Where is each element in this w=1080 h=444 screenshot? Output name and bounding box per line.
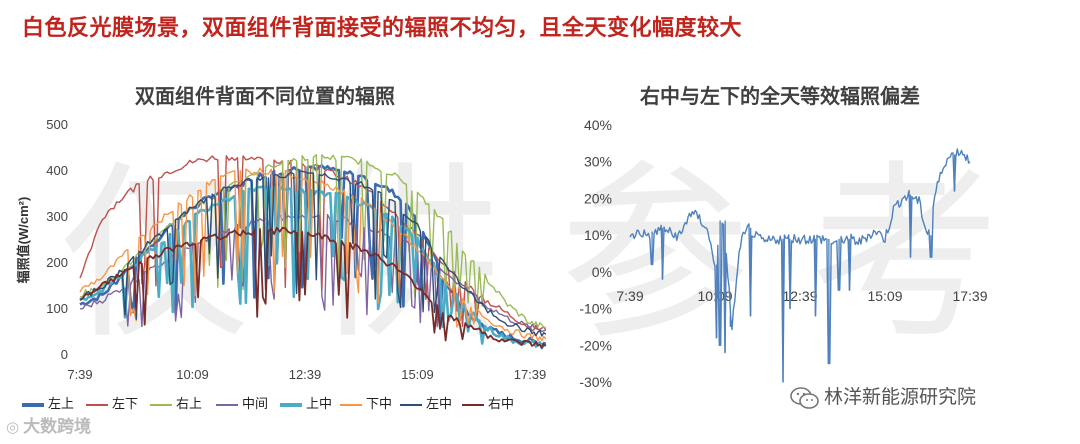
- series-line-4: [79, 185, 547, 350]
- chart-title-left: 双面组件背面不同位置的辐照: [135, 86, 395, 108]
- y-tick-label: 400: [46, 163, 68, 178]
- legend-label: 右上: [176, 396, 203, 411]
- legend-label: 中间: [242, 396, 269, 411]
- brand-logo-icon: ◎: [6, 419, 20, 436]
- series-line-7: [79, 226, 547, 349]
- legend-label: 左中: [426, 396, 453, 411]
- legend-label: 左下: [112, 396, 139, 411]
- y-tick-label: -10%: [579, 301, 612, 317]
- legend-item: 右上: [150, 393, 202, 412]
- y-tick-label: 200: [46, 255, 68, 270]
- legend-item: 下中: [340, 393, 392, 412]
- chart-left-plot: 500 400 300 200 100 0 7:39 10:09 12:39 15:09 17:39…: [16, 117, 547, 382]
- legend-swatch: [340, 403, 362, 406]
- source-right: 林洋新能源研究院: [790, 382, 976, 409]
- legend-swatch: [86, 403, 108, 406]
- x-tick-label: 12:39: [782, 288, 817, 304]
- source-right-text: 林洋新能源研究院: [824, 387, 977, 408]
- legend-label: 下中: [366, 396, 393, 411]
- legend-item: 左下: [86, 393, 138, 412]
- legend-label: 右中: [488, 396, 515, 411]
- x-tick-label: 10:09: [176, 367, 209, 382]
- x-tick-label: 17:39: [514, 367, 547, 382]
- wechat-icon: [790, 387, 819, 409]
- y-tick-label: 500: [46, 117, 68, 132]
- y-tick-label: 300: [46, 209, 68, 224]
- legend-label: 上中: [306, 396, 333, 411]
- legend-item: 左上: [22, 393, 74, 412]
- legend-swatch: [280, 402, 302, 407]
- x-tick-label: 15:09: [867, 288, 902, 304]
- y-tick-label: -30%: [579, 374, 612, 390]
- legend-item: 右中: [462, 393, 514, 412]
- legend-swatch: [400, 403, 422, 406]
- series-line-5: [79, 167, 547, 342]
- legend-label: 左上: [48, 396, 75, 411]
- legend-swatch: [216, 403, 238, 406]
- legend-swatch: [462, 403, 484, 406]
- y-tick-label: 30%: [584, 154, 612, 170]
- x-tick-label: 7:39: [616, 288, 643, 304]
- y-tick-label: 40%: [584, 117, 612, 133]
- x-tick-label: 17:39: [952, 288, 987, 304]
- y-tick-label: 0: [61, 347, 68, 362]
- series-line-deviation: [629, 148, 971, 383]
- y-axis-label: 辐照值(W/cm²): [16, 197, 31, 284]
- series-line-6: [79, 170, 547, 337]
- source-left: ◎ 大数跨境: [6, 412, 91, 437]
- x-tick-label: 15:09: [401, 367, 434, 382]
- source-left-text: 大数跨境: [23, 417, 92, 436]
- headline: 白色反光膜场景，双面组件背面接受的辐照不均匀，且全天变化幅度较大: [22, 15, 743, 40]
- legend-item: 上中: [280, 393, 332, 412]
- legend-item: 左中: [400, 393, 452, 412]
- x-tick-label: 7:39: [67, 367, 92, 382]
- y-tick-label: 100: [46, 301, 68, 316]
- series-line-3: [79, 213, 547, 333]
- chart-title-right: 右中与左下的全天等效辐照偏差: [640, 86, 920, 108]
- y-tick-label: -20%: [579, 337, 612, 353]
- legend-item: 中间: [216, 393, 268, 412]
- chart-left-legend: 左上 左下 右上 中间 上中 下中 左中 右中: [22, 393, 542, 413]
- y-tick-label: 0%: [592, 264, 612, 280]
- y-tick-label: 10%: [584, 227, 612, 243]
- legend-swatch: [150, 403, 172, 406]
- legend-swatch: [22, 402, 44, 407]
- y-tick-label: 20%: [584, 190, 612, 206]
- x-tick-label: 12:39: [289, 367, 322, 382]
